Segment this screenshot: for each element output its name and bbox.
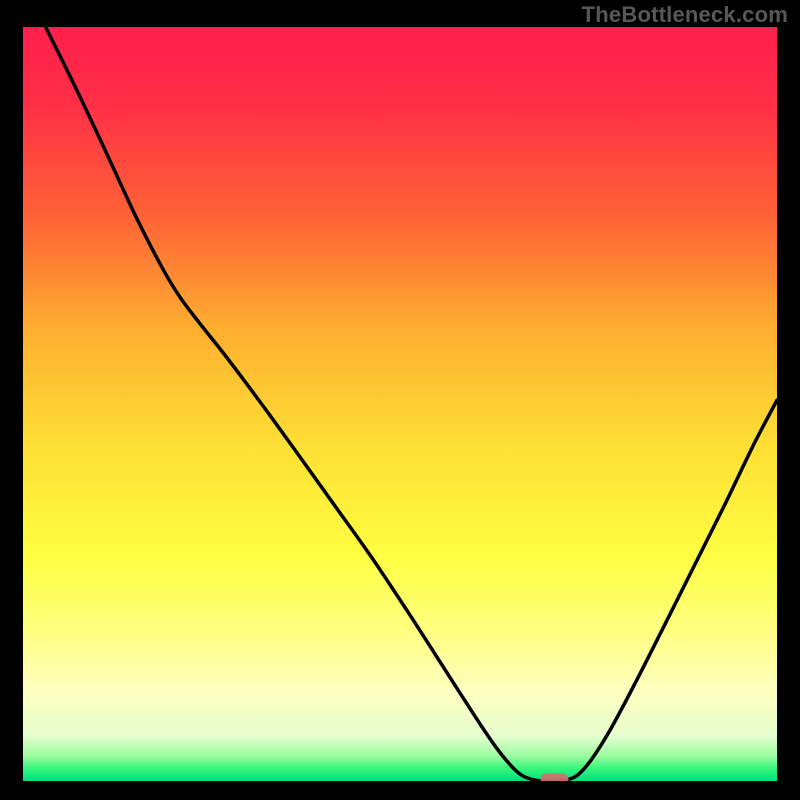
chart-frame: TheBottleneck.com [0, 0, 800, 800]
attribution-label: TheBottleneck.com [582, 2, 788, 28]
chart-background [23, 27, 777, 781]
optimal-marker [541, 773, 569, 781]
bottleneck-chart [23, 27, 777, 781]
